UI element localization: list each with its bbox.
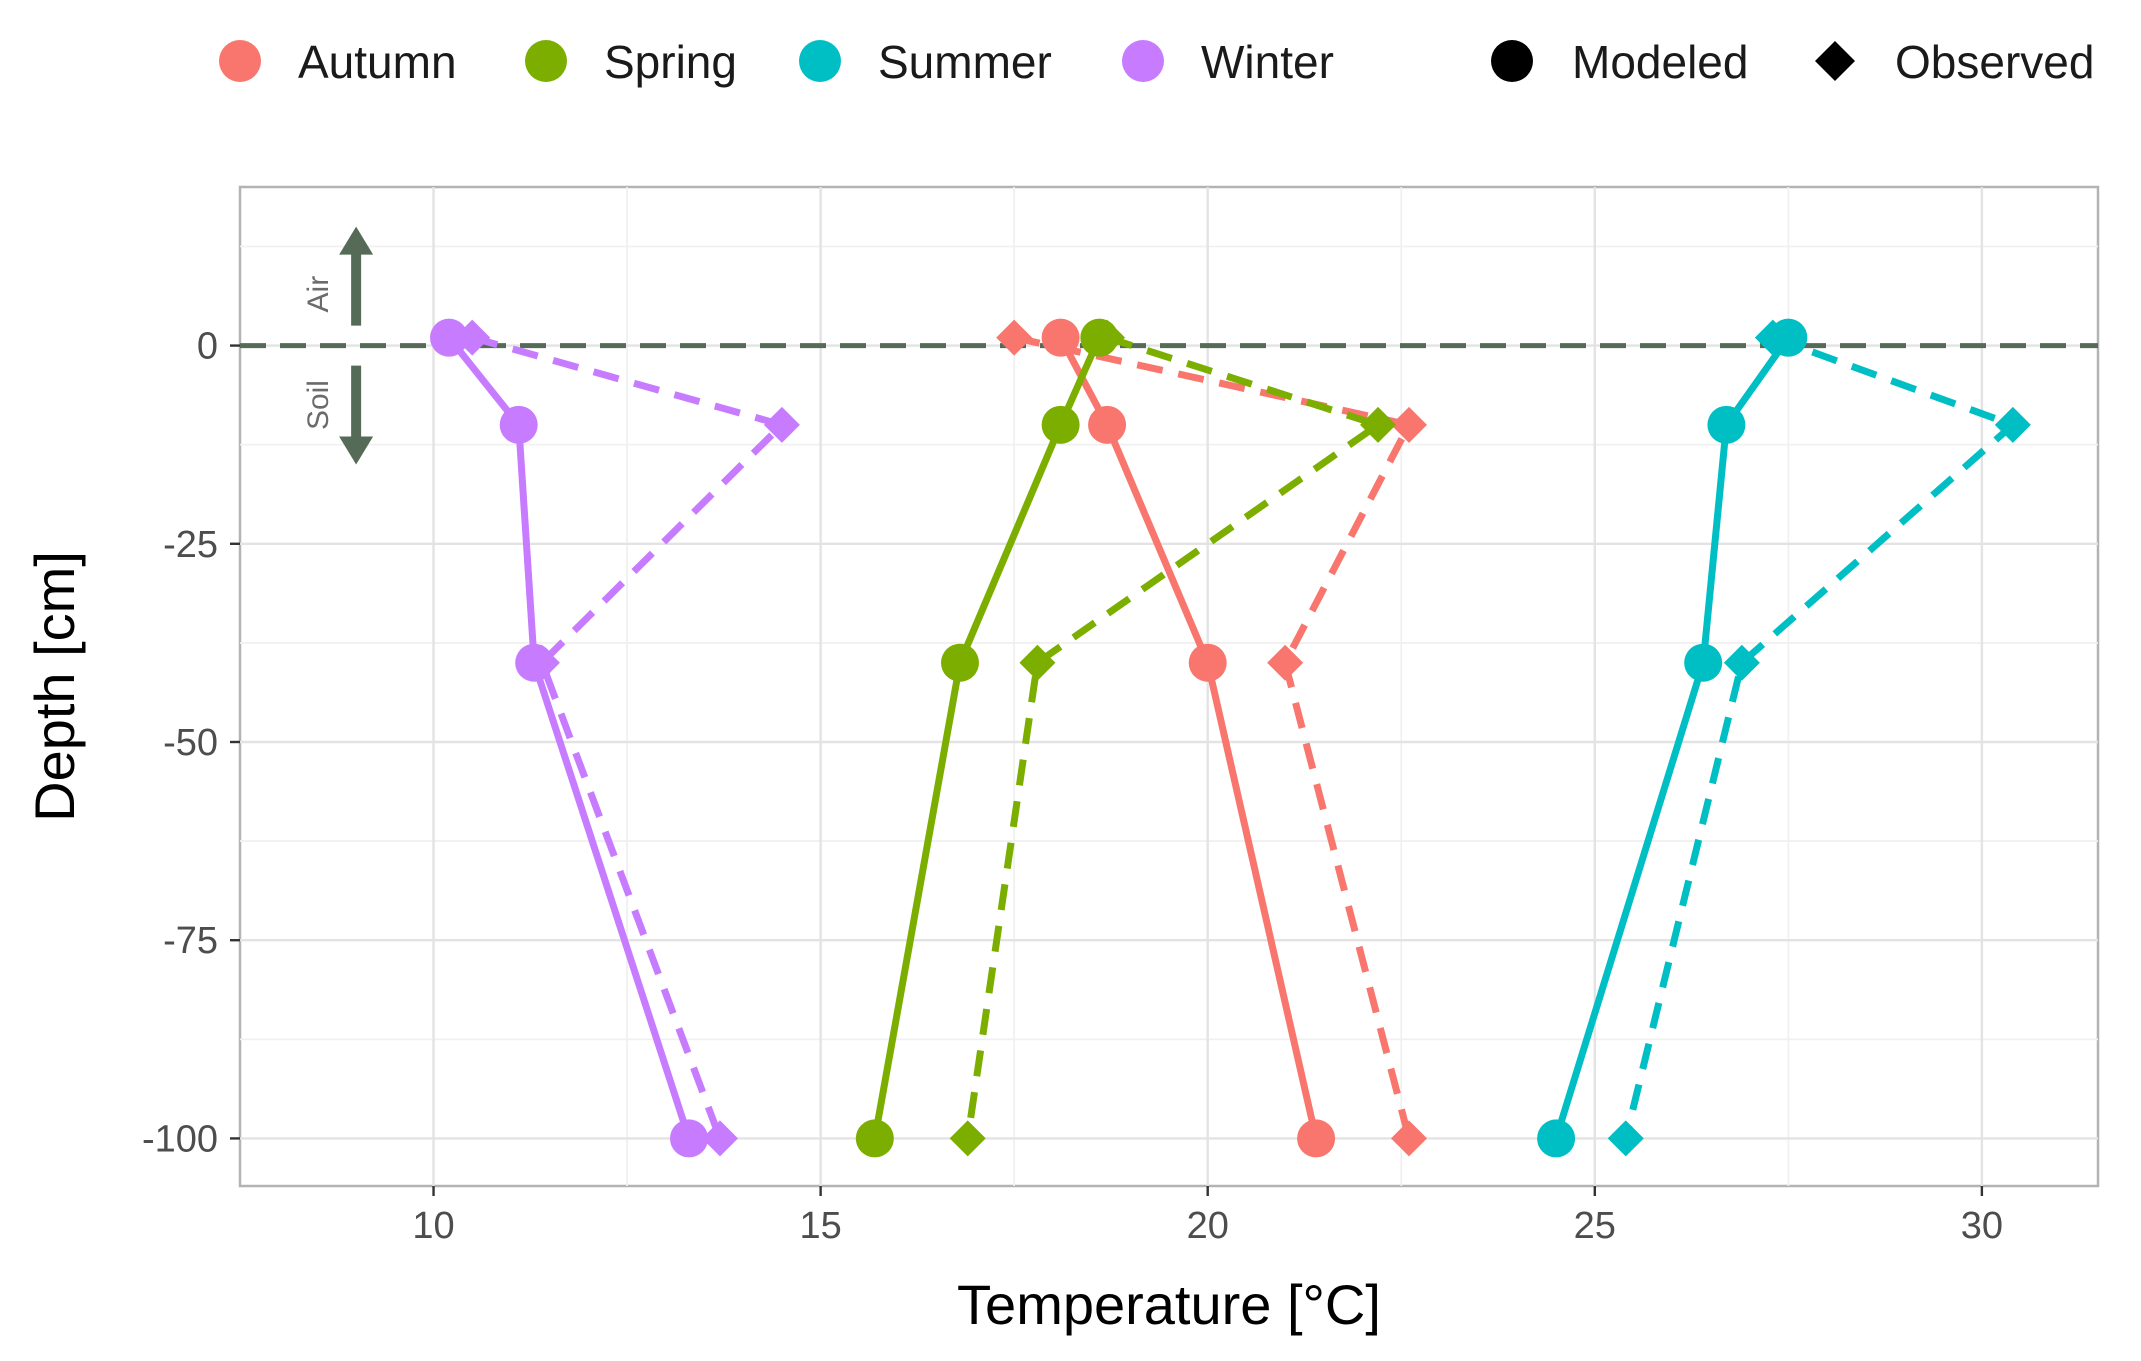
point-winter-observed (763, 406, 800, 443)
legend-modeled-label: Modeled (1572, 36, 1748, 88)
point-autumn-observed (996, 319, 1033, 356)
y-tick-label: -50 (163, 722, 218, 764)
point-winter-observed (454, 319, 491, 356)
panel-border (238, 185, 2100, 1188)
y-axis-title: Depth [cm] (23, 551, 86, 822)
point-summer-modeled (1707, 405, 1746, 444)
series-line-spring-observed (964, 334, 1382, 1139)
legend-summer-label: Summer (878, 36, 1052, 88)
point-autumn-modeled (1041, 318, 1080, 357)
point-summer-modeled (1537, 1119, 1576, 1158)
point-spring-modeled (940, 643, 979, 682)
point-winter-modeled (499, 405, 538, 444)
legend-summer-swatch (799, 40, 841, 82)
point-autumn-modeled (1297, 1119, 1336, 1158)
x-tick-label: 15 (799, 1205, 841, 1247)
point-summer-observed (1607, 1120, 1644, 1157)
point-autumn-modeled (1088, 405, 1127, 444)
legend-spring-label: Spring (604, 36, 737, 88)
series-lines (446, 334, 2017, 1140)
point-winter-modeled (430, 318, 469, 357)
y-tick-label: 0 (197, 326, 218, 368)
soil-label: Soil (302, 380, 335, 430)
axis-ticks: 10 15 20 25 30 0 -25 -50 -75 -100 (142, 326, 2003, 1247)
data-series (430, 318, 2031, 1158)
series-markers (430, 318, 2031, 1158)
air-label: Air (302, 276, 335, 313)
point-spring-modeled (1041, 405, 1080, 444)
point-autumn-modeled (1188, 643, 1227, 682)
point-winter-observed (701, 1120, 738, 1157)
legend-observed-label: Observed (1895, 36, 2094, 88)
legend: Autumn Spring Summer Winter Modeled Observed (219, 36, 2094, 88)
series-line-summer-modeled (1552, 335, 1792, 1140)
point-spring-observed (1360, 406, 1397, 443)
point-spring-observed (949, 1120, 986, 1157)
legend-winter-swatch (1122, 40, 1164, 82)
x-tick-label: 25 (1574, 1205, 1616, 1247)
point-winter-modeled (670, 1119, 709, 1158)
series-line-summer-observed (1622, 334, 2017, 1140)
point-autumn-observed (1390, 406, 1427, 443)
legend-spring-swatch (525, 40, 567, 82)
point-summer-observed (1994, 406, 2031, 443)
point-summer-observed (1754, 319, 1791, 356)
plot-panel (238, 185, 2100, 1188)
legend-winter-label: Winter (1201, 36, 1334, 88)
point-autumn-observed (1267, 644, 1304, 681)
x-tick-label: 20 (1187, 1205, 1229, 1247)
point-spring-observed (1019, 644, 1056, 681)
y-tick-label: -25 (163, 524, 218, 566)
series-line-winter-modeled (446, 335, 693, 1140)
legend-autumn-swatch (219, 40, 261, 82)
series-line-spring-modeled (871, 336, 1103, 1140)
point-spring-modeled (855, 1119, 894, 1158)
point-winter-observed (523, 644, 560, 681)
series-line-autumn-modeled (1057, 335, 1320, 1140)
legend-autumn-label: Autumn (298, 36, 457, 88)
x-tick-label: 10 (412, 1205, 454, 1247)
point-summer-observed (1723, 644, 1760, 681)
up-arrowhead-icon (339, 226, 374, 255)
point-autumn-observed (1390, 1120, 1427, 1157)
down-arrowhead-icon (339, 436, 374, 465)
legend-observed-diamond-icon (1815, 41, 1855, 81)
y-tick-label: -75 (163, 920, 218, 962)
y-tick-label: -100 (142, 1118, 218, 1160)
x-tick-label: 30 (1961, 1205, 2003, 1247)
x-axis-title: Temperature [°C] (957, 1273, 1381, 1336)
legend-modeled-circle-icon (1491, 40, 1533, 82)
air-soil-annotation: Air Soil (302, 226, 374, 465)
point-summer-modeled (1684, 643, 1723, 682)
point-spring-observed (1089, 319, 1126, 356)
